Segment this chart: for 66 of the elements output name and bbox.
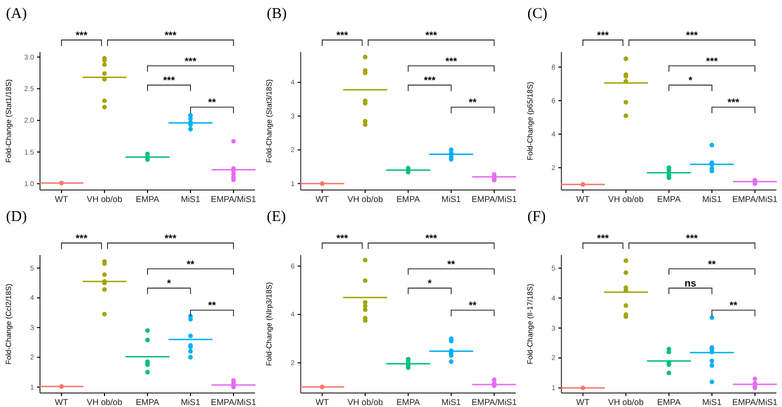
chart-title: (F) (527, 209, 546, 225)
annotation: ** (186, 259, 194, 270)
annotation: ns (684, 278, 697, 290)
x-tick-label: VH ob/ob (347, 194, 384, 204)
annotation: *** (706, 56, 718, 68)
x-tick-label: MiS1 (180, 194, 200, 204)
chart-title: (E) (266, 209, 286, 225)
x-tick-label: WT (54, 397, 68, 407)
x-tick-label: EMPA (657, 194, 681, 204)
annotation: ** (208, 98, 216, 109)
x-tick-label: WT (316, 194, 329, 204)
x-tick-label: WT (576, 194, 590, 204)
text: *** (336, 30, 348, 42)
x-tick-label: EMPA/MiS1 (472, 397, 518, 407)
annotation: * (167, 278, 172, 290)
x-tick-label: EMPA/MiS1 (210, 397, 256, 407)
text: *** (686, 30, 698, 42)
chart-title: (B) (266, 6, 287, 22)
annotation: * (688, 76, 692, 87)
x-tick-label: MiS1 (702, 397, 722, 407)
text: *** (164, 30, 176, 42)
x-tick-label: EMPA/MiS1 (732, 194, 778, 204)
annotation: *** (445, 56, 458, 68)
annotation: *** (728, 98, 740, 109)
x-tick-label: EMPA/MiS1 (210, 194, 256, 204)
chart-title: (C) (527, 6, 548, 22)
x-tick-label: EMPA/MiS1 (472, 194, 518, 204)
x-tick-label: EMPA/MiS1 (732, 397, 778, 407)
x-tick-label: VH ob/ob (608, 194, 644, 204)
text: *** (76, 234, 88, 244)
x-tick-label: VH ob/ob (86, 397, 122, 407)
x-tick-label: VH ob/ob (608, 397, 644, 407)
text: *** (425, 234, 438, 244)
annotation: ** (208, 300, 216, 312)
text: *** (597, 234, 609, 244)
text: *** (425, 30, 438, 42)
x-tick-label: EMPA (396, 397, 420, 407)
text: *** (597, 30, 609, 42)
x-tick-label: VH ob/ob (86, 194, 122, 204)
annotation: *** (424, 76, 436, 87)
annotation: *** (184, 56, 196, 68)
annotation: ** (468, 300, 477, 312)
annotation: ** (730, 300, 738, 312)
x-tick-label: EMPA (396, 194, 420, 204)
annotation: ** (447, 259, 456, 270)
x-tick-label: WT (576, 397, 590, 407)
annotation: * (428, 278, 432, 290)
annotation: ** (468, 98, 477, 109)
x-tick-label: MiS1 (702, 194, 722, 204)
x-tick-label: EMPA (136, 194, 160, 204)
text: *** (336, 234, 348, 244)
annotation: ** (708, 259, 716, 270)
x-tick-label: EMPA (657, 397, 681, 407)
x-tick-label: WT (316, 397, 329, 407)
text: *** (686, 234, 698, 244)
text: *** (164, 234, 176, 244)
chart-title: (D) (6, 209, 27, 225)
x-tick-label: MiS1 (180, 397, 200, 407)
x-tick-label: VH ob/ob (347, 397, 384, 407)
x-tick-label: WT (54, 194, 68, 204)
x-tick-label: MiS1 (442, 194, 462, 204)
text: *** (76, 30, 88, 42)
x-tick-label: EMPA (136, 397, 160, 407)
x-tick-label: MiS1 (442, 397, 462, 407)
chart-title: (A) (6, 6, 27, 22)
annotation: *** (163, 76, 175, 87)
